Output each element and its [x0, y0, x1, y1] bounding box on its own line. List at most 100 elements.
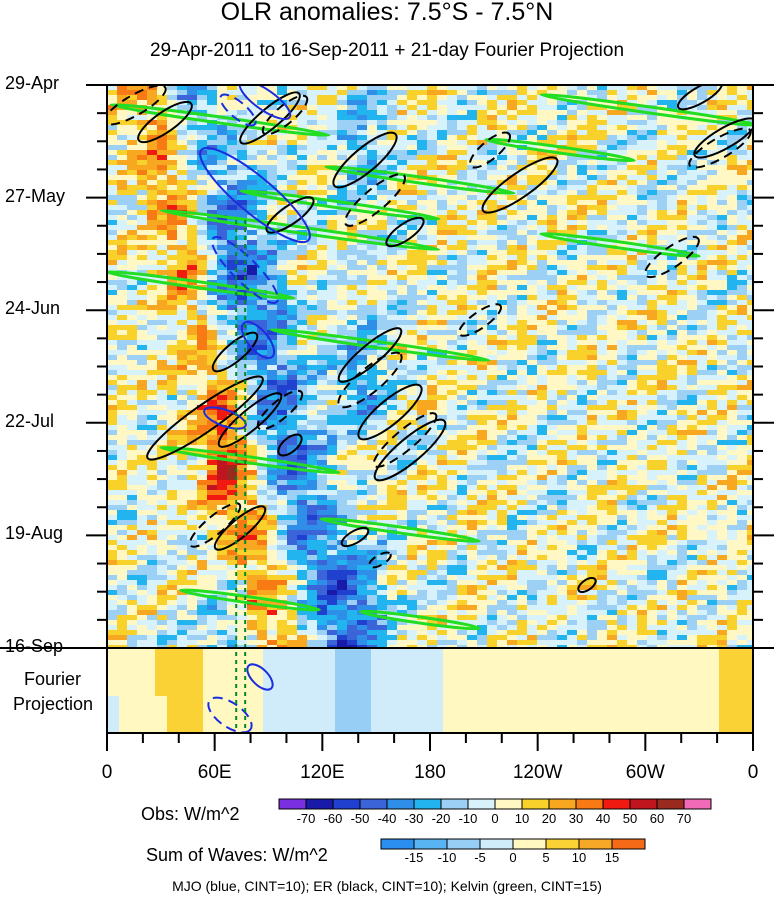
obs-cell: [637, 330, 648, 336]
obs-cell: [677, 175, 688, 181]
obs-cell: [517, 285, 528, 291]
obs-cell: [727, 370, 738, 376]
obs-cell: [507, 195, 518, 201]
obs-cell: [667, 390, 678, 396]
obs-cell: [727, 225, 738, 231]
obs-cell: [607, 150, 618, 156]
obs-cell: [357, 90, 368, 96]
obs-cell: [707, 260, 718, 266]
obs-cell: [367, 165, 378, 171]
obs-cell: [117, 210, 128, 216]
obs-cell: [397, 385, 408, 391]
obs-cell: [107, 250, 118, 256]
obs-cell: [137, 215, 148, 221]
obs-cell: [727, 275, 738, 281]
obs-cell: [317, 165, 328, 171]
obs-cell: [217, 255, 228, 261]
obs-cell: [107, 430, 118, 436]
obs-cell: [267, 455, 278, 461]
obs-cell: [487, 335, 498, 341]
obs-cell: [717, 180, 728, 186]
obs-cell: [267, 140, 278, 146]
obs-cell: [157, 230, 168, 236]
obs-cell: [387, 460, 398, 466]
obs-cell: [147, 320, 158, 326]
obs-cell: [727, 355, 738, 361]
obs-cell: [497, 315, 508, 321]
obs-cell: [137, 385, 148, 391]
obs-cell: [107, 410, 118, 416]
obs-cell: [517, 390, 528, 396]
obs-cell: [327, 305, 338, 311]
obs-cell: [237, 155, 248, 161]
obs-cell: [717, 260, 728, 266]
obs-cell: [437, 335, 448, 341]
obs-cell: [307, 240, 318, 246]
obs-cell: [297, 205, 308, 211]
obs-cell: [587, 180, 598, 186]
obs-cell: [467, 265, 478, 271]
obs-cell: [437, 120, 448, 126]
obs-cell: [297, 170, 308, 176]
obs-cell: [377, 300, 388, 306]
obs-cell: [127, 465, 138, 471]
obs-cell: [107, 355, 118, 361]
obs-cell: [287, 380, 298, 386]
obs-cell: [557, 160, 568, 166]
obs-cell: [157, 185, 168, 191]
obs-cell: [447, 310, 458, 316]
obs-cell: [647, 360, 658, 366]
obs-cell: [397, 465, 408, 471]
obs-cell: [237, 255, 248, 261]
obs-cell: [357, 190, 368, 196]
obs-cell: [417, 405, 428, 411]
obs-cell: [577, 320, 588, 326]
obs-cell: [157, 95, 168, 101]
obs-cell: [277, 395, 288, 401]
obs-cell: [677, 360, 688, 366]
obs-cell: [367, 200, 378, 206]
obs-cell: [147, 230, 158, 236]
obs-cell: [637, 350, 648, 356]
obs-cell: [187, 320, 198, 326]
obs-cell: [537, 465, 548, 471]
obs-cell: [687, 350, 698, 356]
obs-cell: [657, 425, 668, 431]
obs-cell: [137, 370, 148, 376]
obs-cell: [707, 340, 718, 346]
obs-cell: [197, 230, 208, 236]
obs-cell: [577, 125, 588, 131]
obs-cell: [367, 105, 378, 111]
obs-cell: [387, 430, 398, 436]
obs-cell: [237, 465, 248, 471]
obs-cell: [507, 455, 518, 461]
obs-cell: [497, 145, 508, 151]
obs-cell: [607, 85, 618, 91]
obs-cell: [567, 130, 578, 136]
obs-cell: [337, 160, 348, 166]
obs-cell: [537, 305, 548, 311]
obs-cell: [347, 130, 358, 136]
obs-cell: [377, 150, 388, 156]
obs-cell: [657, 130, 668, 136]
obs-cell: [477, 315, 488, 321]
obs-cell: [537, 95, 548, 101]
obs-cell: [547, 115, 558, 121]
obs-cell: [657, 405, 668, 411]
obs-cell: [667, 220, 678, 226]
obs-cell: [437, 385, 448, 391]
obs-cell: [207, 165, 218, 171]
obs-cell: [277, 175, 288, 181]
obs-cell: [627, 225, 638, 231]
obs-cell: [177, 455, 188, 461]
obs-cell: [327, 330, 338, 336]
obs-cell: [387, 110, 398, 116]
obs-cell: [477, 230, 488, 236]
obs-cell: [487, 290, 498, 296]
obs-cell: [337, 405, 348, 411]
obs-cell: [637, 355, 648, 361]
obs-cell: [697, 425, 708, 431]
obs-cell: [367, 145, 378, 151]
obs-cell: [157, 405, 168, 411]
obs-cell: [737, 205, 748, 211]
